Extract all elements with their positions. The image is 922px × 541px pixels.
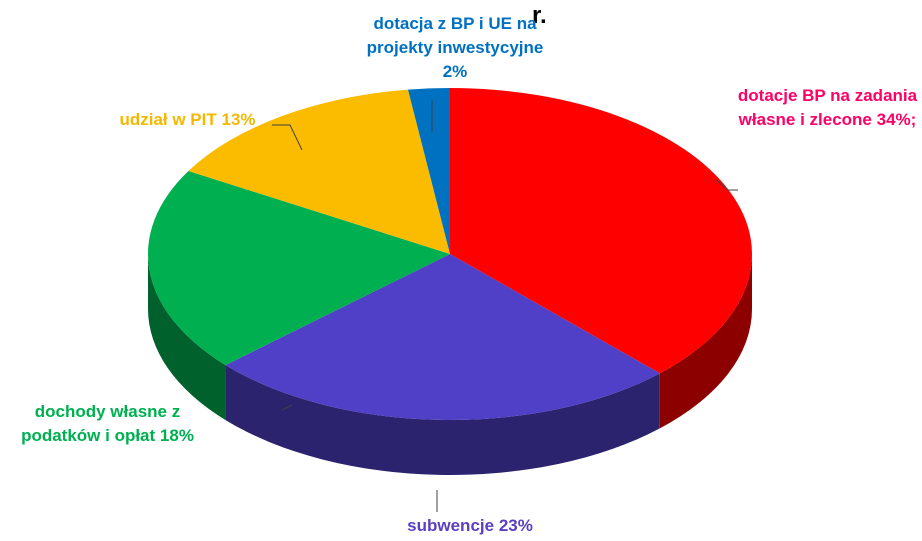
category-label: dotacje BP na zadania własne i zlecone xyxy=(737,86,918,129)
slice-side xyxy=(225,365,660,476)
value-label: 18% xyxy=(159,426,194,445)
leader-line xyxy=(272,124,303,151)
data-label: dotacja z BP i UE na projekty inwestycyj… xyxy=(355,12,555,84)
data-label: subwencje 23% xyxy=(370,514,570,538)
slice-side xyxy=(659,254,752,429)
category-label: dotacja z BP i UE na projekty inwestycyj… xyxy=(366,14,544,57)
chart-title: r. xyxy=(532,2,547,29)
data-label: dochody własne z podatków i opłat 18% xyxy=(0,400,215,448)
category-label: subwencje xyxy=(407,516,495,535)
slice xyxy=(225,254,660,421)
category-label: dochody własne z podatków i opłat xyxy=(21,402,181,445)
slice xyxy=(148,171,450,366)
value-label: 34%; xyxy=(876,110,917,129)
data-label: dotacje BP na zadania własne i zlecone 3… xyxy=(735,84,920,132)
value-label: 13% xyxy=(221,110,256,129)
slice xyxy=(407,88,450,254)
leader-line xyxy=(281,404,293,411)
slice-side xyxy=(148,254,226,421)
value-label: 23% xyxy=(498,516,533,535)
slice xyxy=(188,89,450,254)
value-label: 2% xyxy=(442,62,468,81)
leader-line xyxy=(715,179,738,191)
slice xyxy=(450,88,752,374)
category-label: udział w PIT xyxy=(119,110,217,129)
data-label: udział w PIT 13% xyxy=(85,108,290,132)
